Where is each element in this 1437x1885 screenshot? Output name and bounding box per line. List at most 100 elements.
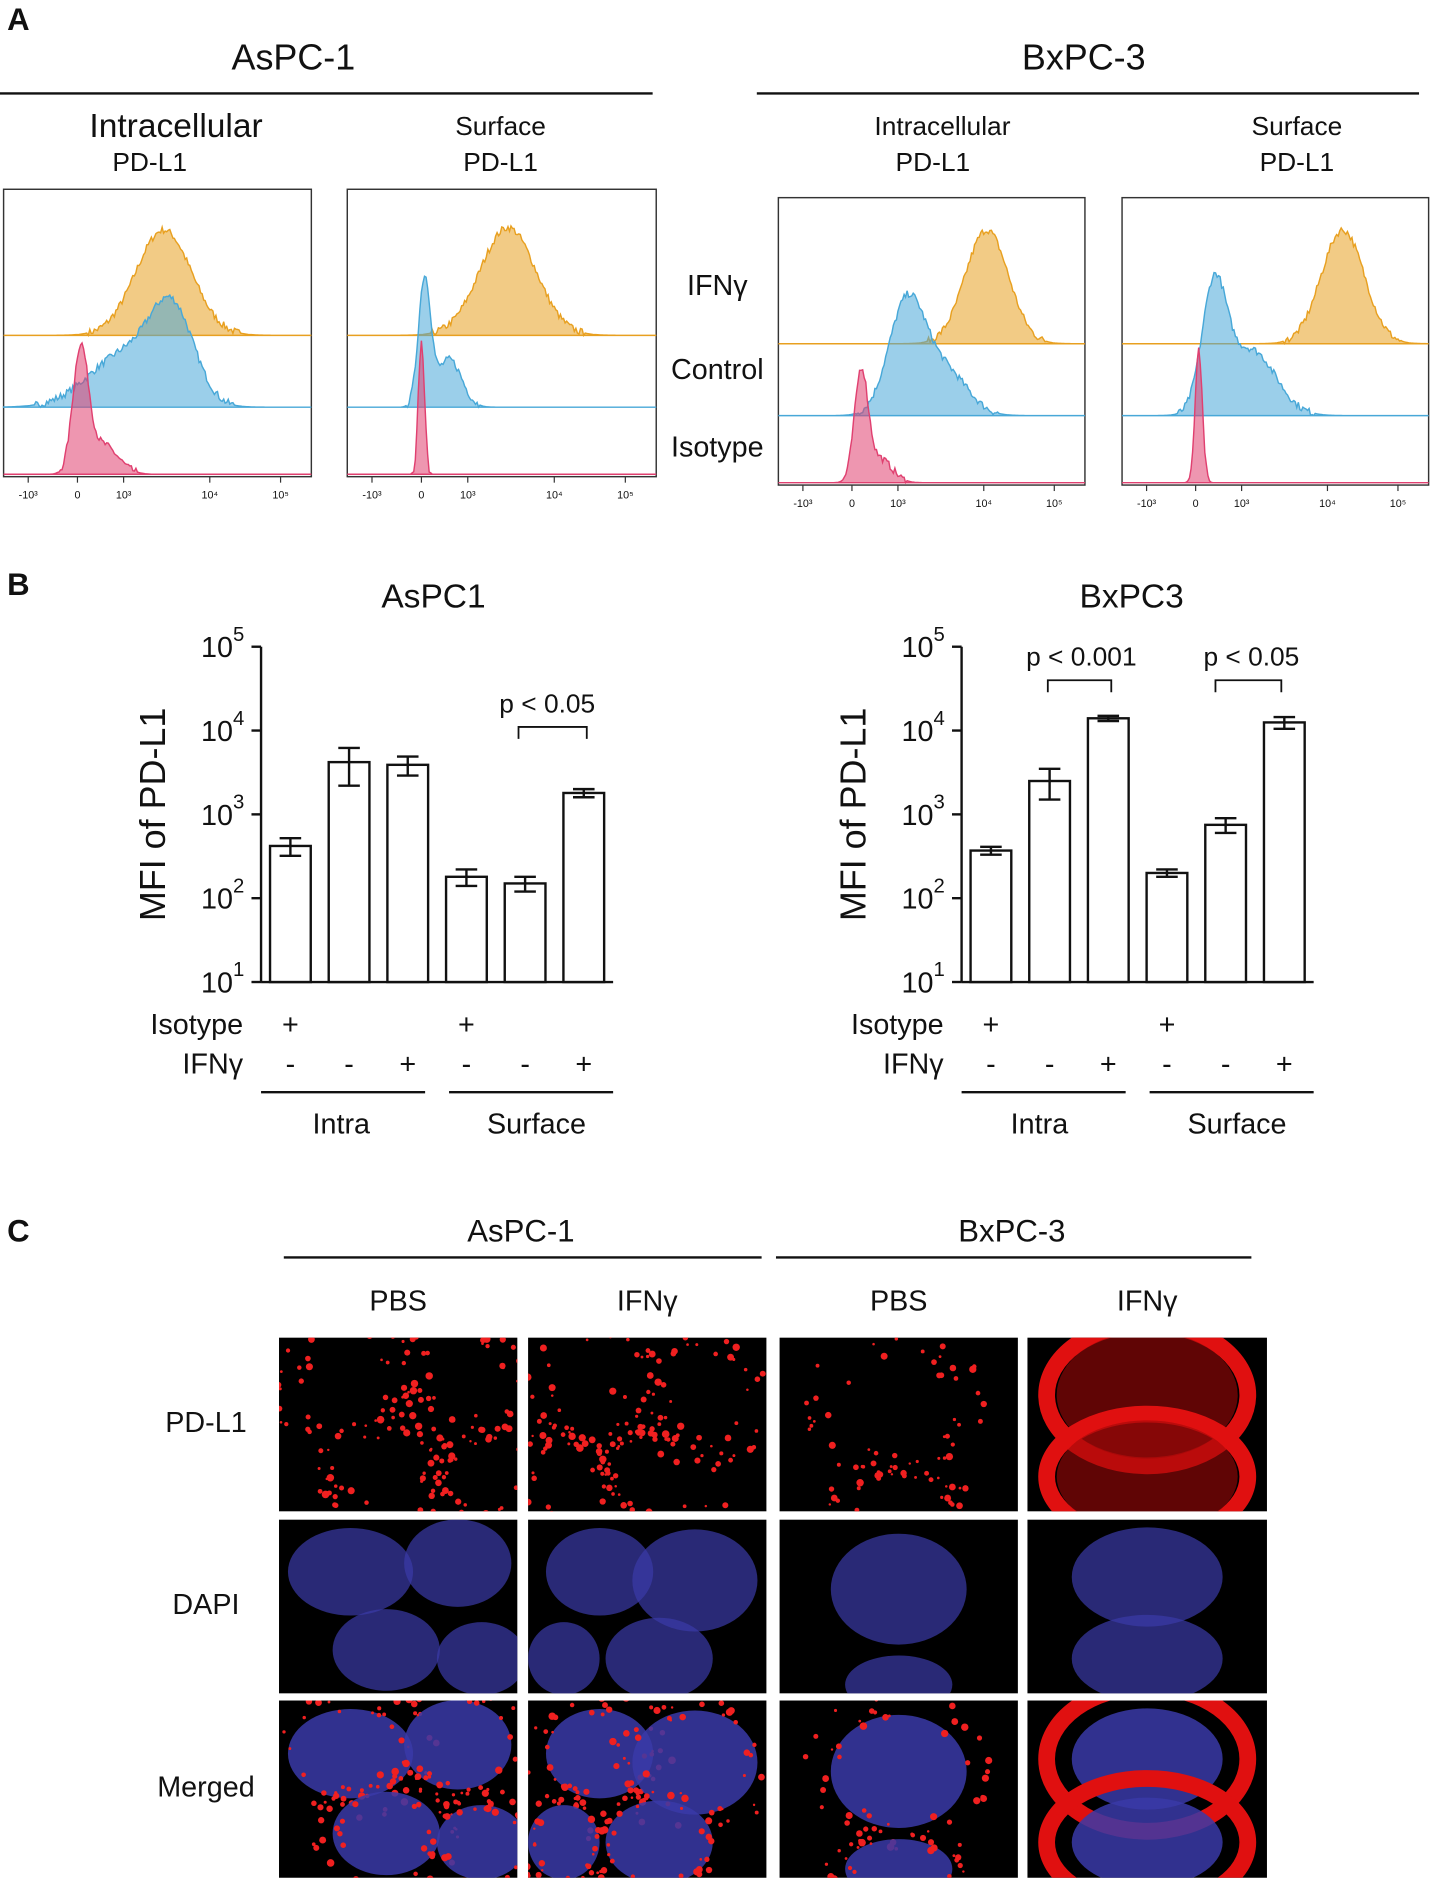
puncta: [420, 1479, 424, 1483]
puncta: [696, 1434, 702, 1441]
puncta: [718, 1700, 725, 1706]
puncta: [461, 1434, 466, 1439]
axis-tick-label: 10³: [1234, 498, 1250, 510]
puncta: [463, 1503, 467, 1507]
puncta: [627, 1761, 631, 1765]
significance-bracket: [1214, 679, 1283, 693]
micrograph: [528, 1337, 767, 1512]
puncta: [890, 1473, 894, 1476]
puncta: [346, 1786, 352, 1792]
puncta: [407, 1769, 414, 1776]
puncta: [417, 1804, 421, 1808]
puncta: [604, 1473, 608, 1476]
puncta: [956, 1502, 963, 1510]
puncta: [634, 1734, 642, 1741]
plot-title: Surface: [455, 111, 546, 141]
puncta: [835, 1743, 842, 1750]
plot-frame: [2, 188, 313, 478]
puncta: [807, 1427, 812, 1432]
puncta: [605, 1706, 613, 1713]
group-label: BxPC-3: [1022, 36, 1146, 77]
puncta: [385, 1360, 390, 1365]
puncta: [443, 1800, 450, 1808]
puncta: [548, 1384, 556, 1392]
puncta: [298, 1378, 304, 1384]
condition-sign: +: [1100, 1048, 1117, 1080]
puncta: [478, 1785, 484, 1791]
puncta: [579, 1799, 587, 1807]
puncta: [481, 1700, 486, 1704]
puncta: [646, 1372, 654, 1379]
micrograph-content: [528, 1700, 765, 1878]
puncta: [414, 1777, 418, 1780]
puncta: [802, 1753, 809, 1760]
puncta: [481, 1789, 489, 1797]
y-tick-label: 101: [201, 960, 244, 999]
puncta: [606, 1817, 613, 1824]
puncta: [376, 1436, 380, 1440]
puncta: [940, 1495, 944, 1499]
puncta: [733, 1719, 738, 1725]
row-label: DAPI: [172, 1589, 239, 1621]
panel-letter: B: [7, 567, 29, 602]
micrograph-background: [279, 1337, 518, 1512]
puncta: [867, 1448, 871, 1451]
puncta: [804, 1400, 809, 1406]
puncta: [634, 1788, 640, 1794]
puncta: [949, 1702, 956, 1710]
puncta: [657, 1422, 662, 1427]
puncta: [947, 1873, 952, 1878]
puncta: [352, 1422, 357, 1427]
puncta: [386, 1782, 394, 1790]
puncta: [444, 1471, 449, 1475]
puncta: [946, 1819, 953, 1825]
puncta: [485, 1436, 492, 1443]
puncta: [679, 1791, 683, 1795]
puncta: [639, 1435, 643, 1439]
puncta: [678, 1873, 684, 1878]
puncta: [305, 1414, 311, 1420]
puncta: [551, 1425, 556, 1430]
puncta: [398, 1737, 405, 1744]
y-tick-exponent: 1: [233, 960, 244, 982]
puncta: [578, 1434, 586, 1442]
puncta: [852, 1869, 857, 1874]
group-label: Intra: [1011, 1108, 1069, 1140]
nucleus: [1071, 1614, 1223, 1694]
micrograph-content: [1071, 1527, 1223, 1694]
puncta: [705, 1817, 713, 1825]
puncta: [598, 1700, 605, 1702]
puncta: [337, 1709, 342, 1714]
histogram: [347, 275, 657, 409]
nucleus: [332, 1791, 440, 1876]
puncta: [334, 1432, 342, 1440]
puncta: [908, 1462, 911, 1465]
axis-tick-label: 0: [74, 490, 80, 502]
y-tick-exponent: 4: [933, 708, 944, 730]
puncta: [585, 1863, 592, 1870]
puncta: [456, 1809, 463, 1816]
plot-title: Surface: [1252, 111, 1343, 141]
puncta: [682, 1337, 689, 1341]
puncta: [474, 1413, 478, 1418]
puncta: [594, 1834, 600, 1840]
puncta: [393, 1700, 401, 1706]
puncta: [624, 1421, 629, 1426]
chart-title: AsPC1: [381, 579, 485, 616]
puncta: [441, 1475, 447, 1480]
puncta: [704, 1504, 708, 1508]
puncta: [645, 1348, 651, 1353]
puncta: [894, 1337, 899, 1341]
micrograph-content: [279, 1337, 518, 1512]
bar: [1204, 823, 1248, 984]
puncta: [931, 1359, 937, 1365]
puncta: [609, 1858, 615, 1864]
puncta: [543, 1446, 548, 1451]
puncta: [734, 1421, 739, 1426]
puncta: [375, 1784, 380, 1789]
puncta: [819, 1805, 824, 1810]
cytoplasm-stain: [1056, 1420, 1238, 1512]
plot-frame: [346, 188, 657, 478]
puncta: [722, 1502, 729, 1509]
